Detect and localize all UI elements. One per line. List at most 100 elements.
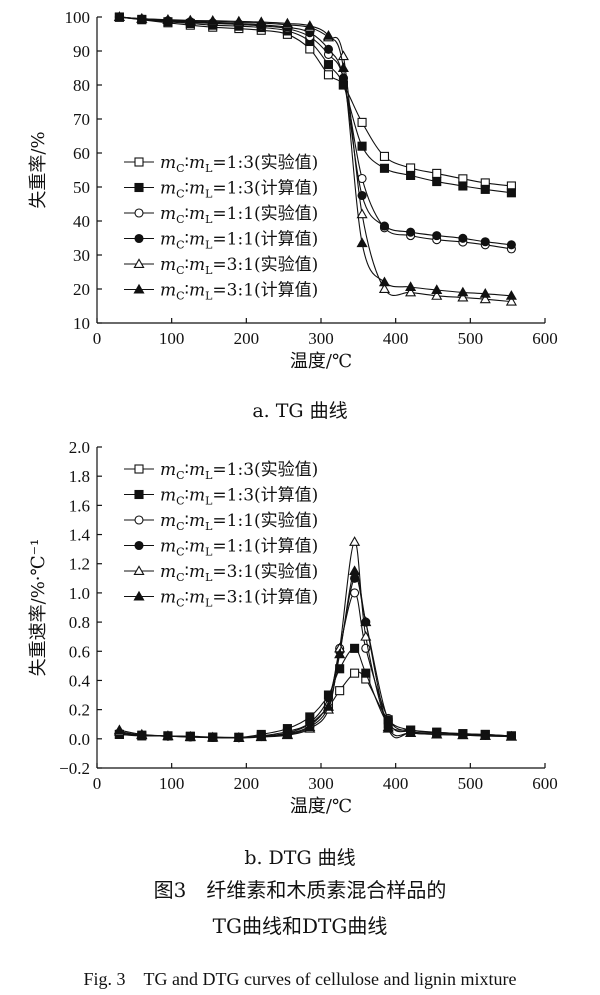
data-point [334,648,346,659]
data-point [305,44,315,54]
data-point [323,70,334,80]
data-point [207,15,219,25]
y-tick-label: 40 [73,212,90,231]
y-tick-label: 0.6 [69,642,90,661]
data-point [458,233,468,243]
y-tick-label: 0.4 [69,671,91,690]
x-tick-label: 300 [308,774,334,793]
x-tick-label: 400 [383,329,409,348]
data-point [406,227,416,237]
data-point [505,730,517,741]
data-point [255,730,267,741]
y-tick-label: 1.6 [69,496,90,515]
data-point [458,181,468,191]
data-point [379,221,390,231]
legend-entry: mC∶mL=1:3(计算值) [124,486,318,508]
data-point [350,668,360,678]
data-point [432,177,442,187]
legend-entry: mC∶mL=1:1(计算值) [124,230,318,252]
x-tick-label: 0 [93,774,102,793]
legend-label: mC∶mL=3:1(计算值) [160,588,318,610]
legend-marker [134,182,144,193]
x-tick-label: 500 [458,774,484,793]
data-point [382,722,394,733]
x-tick-label: 0 [93,329,102,348]
data-point [431,284,443,295]
legend-label: mC∶mL=1:1(实验值) [160,204,318,226]
data-point [322,701,335,711]
data-point [378,276,391,287]
data-point [350,643,360,653]
data-point [379,151,390,161]
tg-panel-caption: a. TG 曲线 [252,400,348,422]
data-point [361,668,371,678]
legend: mC∶mL=1:3(实验值) mC∶mL=1:3(计算值) mC∶mL=1:1(实验… [124,153,318,303]
data-point [378,283,391,294]
data-point [356,208,368,219]
legend-entry: mC∶mL=1:1(实验值) [124,204,318,226]
y-tick-label: 0.2 [69,701,90,720]
data-point [479,293,491,304]
series-0 [114,668,516,742]
x-tick-label: 300 [308,329,334,348]
x-tick-label: 400 [383,774,409,793]
legend-label: mC∶mL=1:3(实验值) [160,460,318,482]
data-point [357,117,367,127]
legend-label: mC∶mL=1:3(实验值) [160,153,318,175]
legend-entry: mC∶mL=3:1(实验值) [124,255,318,277]
x-tick-label: 100 [159,774,185,793]
legend-marker [134,540,144,551]
legend-entry: mC∶mL=3:1(计算值) [124,588,318,610]
y-tick-label: 0.0 [69,730,90,749]
tg-chart: 0 100 200 300 400 500 600 10 20 30 40 50 60 70 80 90 100… [28,8,558,372]
series-line [119,671,512,738]
legend-marker [133,590,145,601]
data-point [233,731,245,742]
legend-entry: mC∶mL=1:3(实验值) [124,153,318,175]
data-point [322,29,335,40]
y-tick-label: 60 [73,144,90,163]
y-tick-label: 1.8 [69,467,90,486]
legend-marker [134,515,144,525]
data-point [505,295,517,306]
data-point [136,728,148,739]
data-point [350,588,360,598]
series-line [119,647,512,739]
data-point [337,62,349,72]
legend-label: mC∶mL=1:3(计算值) [160,179,318,201]
series-line [119,592,512,739]
legend-entry: mC∶mL=3:1(计算值) [124,281,318,303]
legend-entry: mC∶mL=1:1(计算值) [124,537,318,559]
legend-label: mC∶mL=1:3(计算值) [160,486,318,508]
dtg-chart: 0 100 200 300 400 500 600 −0.2 0.0 0.2 0.4 0.6 0.8 1.… [28,438,558,817]
x-tick-label: 200 [234,774,260,793]
data-point [406,170,416,180]
y-tick-label: 20 [73,280,90,299]
data-point [113,11,125,22]
data-point [162,14,174,24]
data-point [335,686,345,696]
y-axis-label: 失重速率/%·℃⁻¹ [28,539,49,677]
figure-caption-en: Fig. 3 TG and DTG curves of cellulose an… [83,969,517,989]
y-tick-label: 80 [73,76,90,95]
data-point [480,237,490,247]
y-tick-label: 30 [73,246,90,265]
legend-label: mC∶mL=3:1(实验值) [160,255,318,277]
data-point [349,565,361,576]
y-tick-label: 1.2 [69,555,90,574]
legend-label: mC∶mL=3:1(实验值) [160,562,318,584]
y-tick-label: 100 [65,8,91,27]
legend-marker [133,565,145,576]
y-axis-label: 失重率/% [28,131,49,208]
data-point [405,286,417,297]
data-point [505,290,517,300]
x-axis-label: 温度/℃ [290,796,352,817]
x-tick-label: 200 [234,329,260,348]
data-point [479,288,491,298]
legend-entry: mC∶mL=1:3(计算值) [124,179,318,201]
data-point [480,184,490,194]
legend-marker [133,283,145,294]
x-tick-label: 100 [159,329,185,348]
data-point [304,721,316,732]
